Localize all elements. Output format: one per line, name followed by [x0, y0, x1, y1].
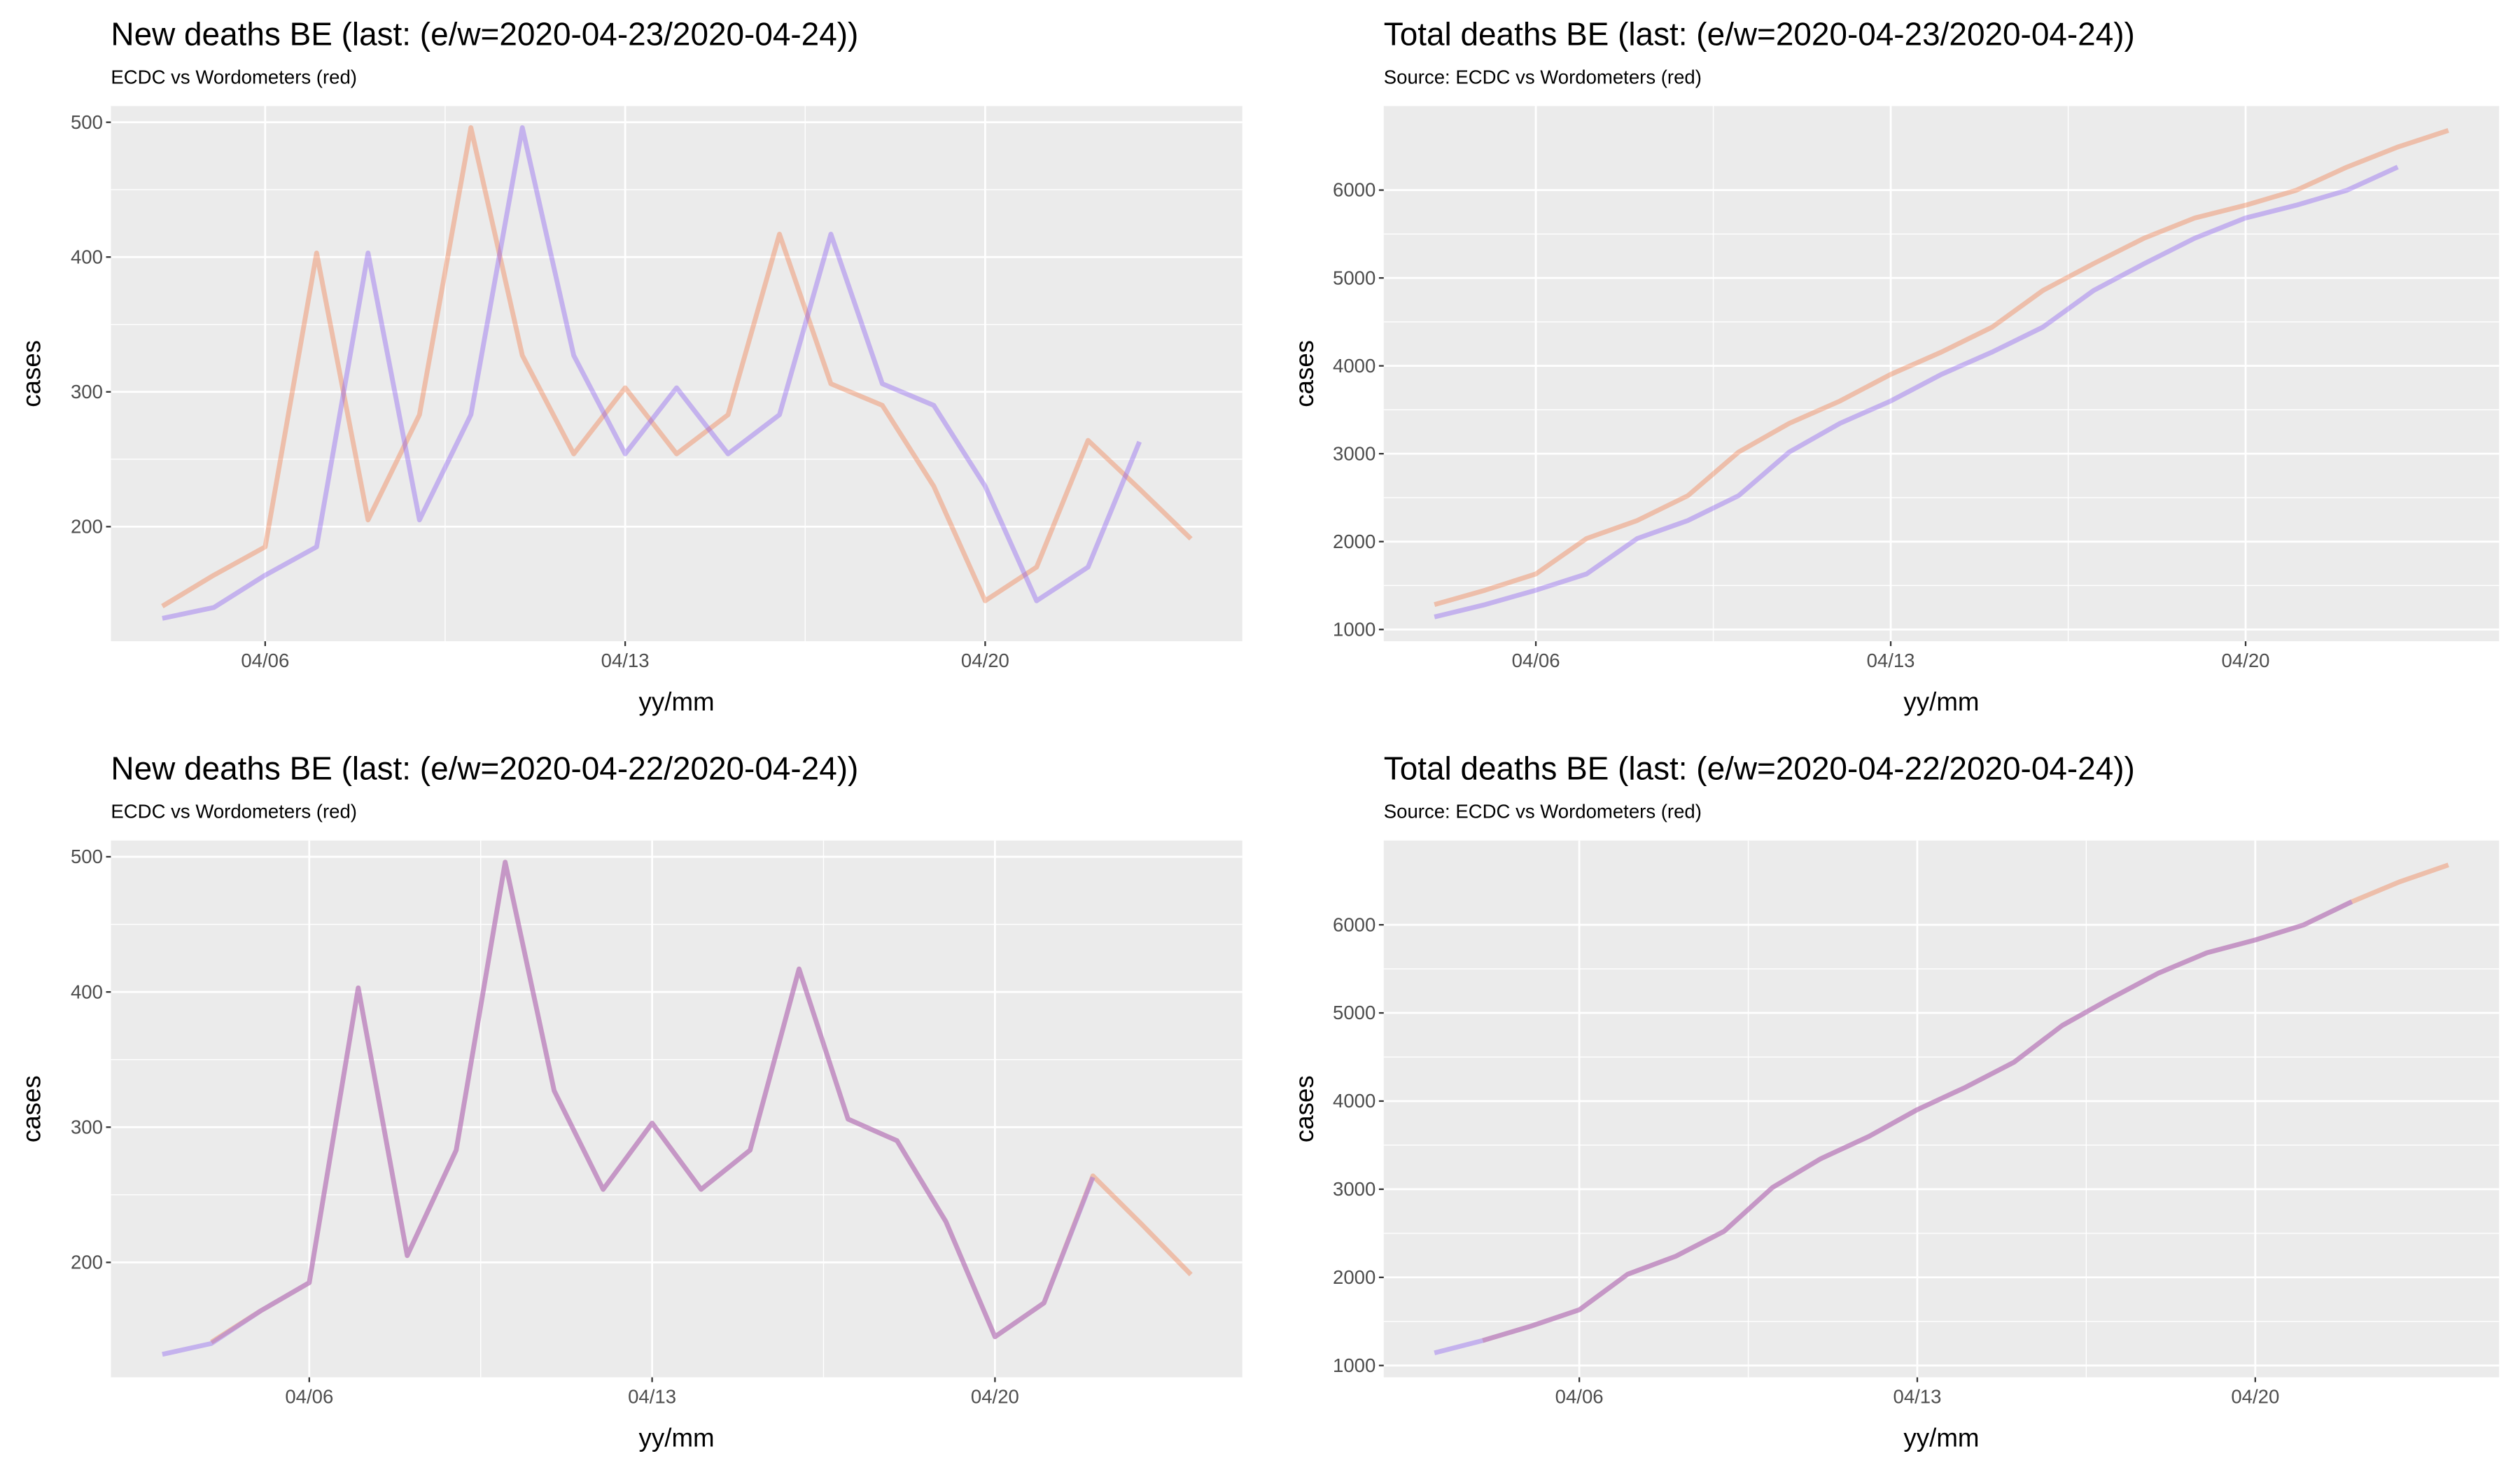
- y-tick-label: 3000: [1333, 442, 1376, 464]
- plot-background: [111, 106, 1242, 642]
- y-tick-label: 200: [71, 516, 103, 538]
- y-tick-label: 1000: [1333, 1354, 1376, 1376]
- series-line: [1434, 164, 2399, 620]
- y-tick-label: 2000: [1333, 1266, 1376, 1288]
- y-tick-label: 1000: [1333, 618, 1376, 640]
- y-tick-label: 200: [71, 1252, 103, 1273]
- panel: Total deaths BE (last: (e/w=2020-04-22/2…: [1290, 750, 2500, 1452]
- x-tick-label: 04/06: [285, 1385, 333, 1407]
- chart-title: Total deaths BE (last: (e/w=2020-04-23/2…: [1384, 15, 2135, 52]
- panel: New deaths BE (last: (e/w=2020-04-22/202…: [17, 750, 1242, 1452]
- chart-title: New deaths BE (last: (e/w=2020-04-23/202…: [111, 15, 858, 52]
- series-line: [210, 860, 1193, 1345]
- x-tick-label: 04/06: [1512, 650, 1560, 671]
- x-tick-label: 04/13: [1893, 1385, 1942, 1407]
- series-line: [1434, 128, 2449, 608]
- y-tick-label: 2000: [1333, 531, 1376, 552]
- x-axis-title: yy/mm: [639, 687, 715, 716]
- y-tick-label: 400: [71, 246, 103, 267]
- x-axis-title: yy/mm: [1903, 687, 1979, 716]
- y-tick-label: 5000: [1333, 267, 1376, 288]
- y-axis-title: cases: [1290, 1075, 1319, 1142]
- y-tick-label: 300: [71, 381, 103, 402]
- plot-background: [1383, 840, 2500, 1378]
- y-tick-label: 4000: [1333, 1090, 1376, 1112]
- x-tick-label: 04/20: [961, 650, 1009, 671]
- series-line: [161, 125, 1193, 608]
- y-tick-label: 4000: [1333, 355, 1376, 377]
- plot-background: [1383, 106, 2500, 642]
- x-axis-title: yy/mm: [639, 1423, 715, 1452]
- y-tick-label: 300: [71, 1116, 103, 1138]
- chart-title: New deaths BE (last: (e/w=2020-04-22/202…: [111, 750, 858, 787]
- x-tick-label: 04/20: [2231, 1385, 2279, 1407]
- y-tick-label: 3000: [1333, 1178, 1376, 1200]
- chart-subtitle: Source: ECDC vs Wordometers (red): [1384, 66, 1702, 88]
- x-tick-label: 04/13: [1867, 650, 1915, 671]
- series-line: [162, 860, 1096, 1357]
- x-tick-label: 04/20: [2222, 650, 2270, 671]
- plot-background: [111, 840, 1242, 1378]
- y-tick-label: 5000: [1333, 1002, 1376, 1023]
- series-line: [1434, 899, 2353, 1356]
- chart-subtitle: Source: ECDC vs Wordometers (red): [1384, 801, 1702, 822]
- x-tick-label: 04/13: [601, 650, 650, 671]
- chart-subtitle: ECDC vs Wordometers (red): [111, 801, 357, 822]
- y-axis-title: cases: [17, 1075, 46, 1142]
- y-tick-label: 6000: [1333, 913, 1376, 935]
- x-tick-label: 04/20: [971, 1385, 1019, 1407]
- series-line: [1482, 862, 2449, 1343]
- y-axis-title: cases: [17, 340, 46, 407]
- panel: New deaths BE (last: (e/w=2020-04-23/202…: [17, 15, 1242, 716]
- y-axis-title: cases: [1290, 340, 1319, 407]
- x-tick-label: 04/13: [628, 1385, 676, 1407]
- series-line: [162, 125, 1142, 621]
- x-axis-title: yy/mm: [1903, 1423, 1979, 1452]
- chart-subtitle: ECDC vs Wordometers (red): [111, 66, 357, 88]
- chart-title: Total deaths BE (last: (e/w=2020-04-22/2…: [1384, 750, 2135, 787]
- y-tick-label: 500: [71, 111, 103, 133]
- panel: Total deaths BE (last: (e/w=2020-04-23/2…: [1290, 15, 2500, 716]
- x-tick-label: 04/06: [241, 650, 289, 671]
- y-tick-label: 500: [71, 846, 103, 867]
- x-tick-label: 04/06: [1555, 1385, 1604, 1407]
- y-tick-label: 6000: [1333, 179, 1376, 201]
- y-tick-label: 400: [71, 981, 103, 1002]
